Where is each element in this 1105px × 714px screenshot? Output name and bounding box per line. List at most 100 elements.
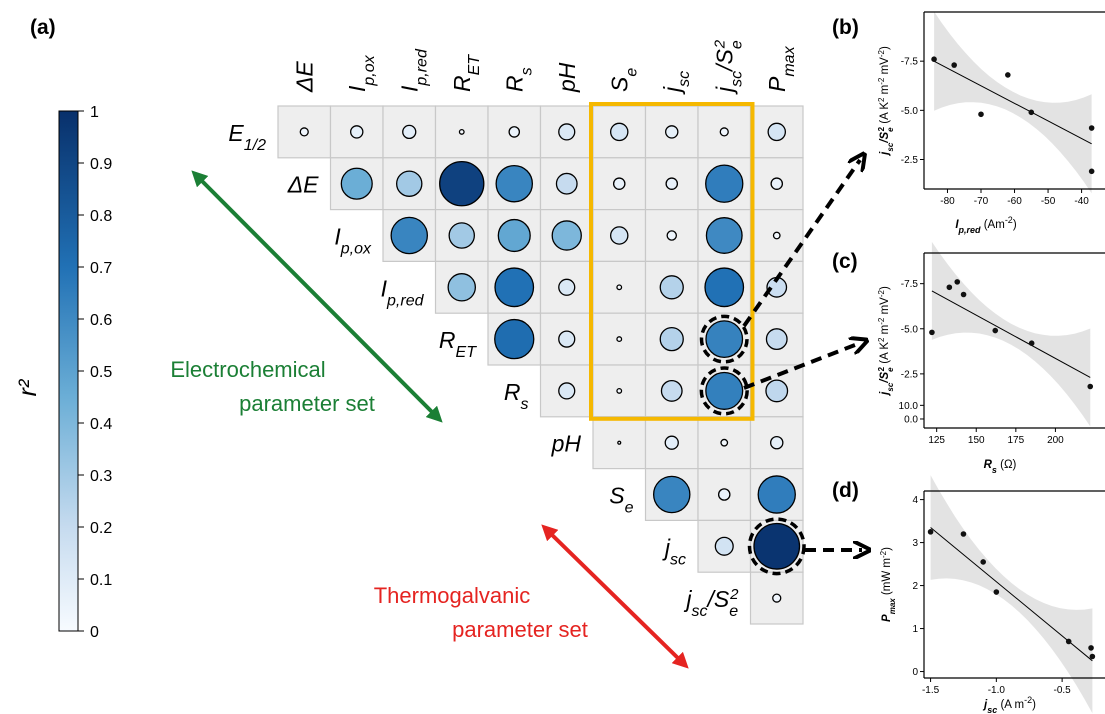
correlation-circle bbox=[660, 379, 683, 402]
column-label: Pmax bbox=[764, 45, 798, 92]
correlation-circle bbox=[705, 217, 743, 254]
correlation-circle bbox=[714, 536, 734, 556]
colorbar-tick-label: 0.2 bbox=[90, 520, 112, 537]
matrix-cell bbox=[539, 105, 594, 159]
electrochemical-set: Electrochemical parameter set bbox=[170, 170, 443, 423]
data-point bbox=[978, 111, 984, 118]
correlation-circle bbox=[659, 275, 684, 300]
colorbar-tick-label: 0.5 bbox=[90, 364, 112, 381]
x-tick-label: -80 bbox=[940, 196, 955, 207]
axis-label: jsc/Se2 (A K2 m-2 mV-2) bbox=[877, 286, 895, 397]
column-label: Ip,ox bbox=[344, 54, 378, 92]
data-point bbox=[1088, 645, 1094, 651]
x-tick-label: -1.5 bbox=[922, 685, 940, 696]
correlation-circle bbox=[720, 438, 729, 447]
thermogalvanic-arrow bbox=[541, 524, 689, 669]
data-point bbox=[1005, 72, 1011, 78]
colorbar-tick-label: 0.4 bbox=[90, 416, 112, 433]
data-point bbox=[1065, 638, 1072, 645]
correlation-circle bbox=[558, 330, 576, 348]
correlation-circle bbox=[495, 164, 534, 203]
dashed-circle bbox=[699, 314, 749, 364]
correlation-circle bbox=[609, 226, 629, 245]
column-label: jsc/Se2 bbox=[711, 39, 745, 95]
electrochemical-label-line2: parameter set bbox=[239, 391, 375, 416]
row-label: jsc bbox=[662, 534, 686, 568]
highlight-box bbox=[589, 102, 755, 421]
x-tick-label: -50 bbox=[1041, 196, 1056, 207]
correlation-circle bbox=[555, 172, 578, 195]
data-point bbox=[931, 56, 937, 62]
colorbar-tick-label: 0.7 bbox=[90, 260, 112, 277]
correlation-circle bbox=[340, 167, 373, 200]
panel-label-b: (b) bbox=[832, 16, 859, 39]
pointer-arrow-c bbox=[743, 343, 860, 390]
column-label: Ip,red bbox=[396, 48, 430, 92]
column-label: RET bbox=[449, 54, 483, 92]
correlation-circle bbox=[616, 284, 623, 291]
colorbar-tick-label: 0.8 bbox=[90, 208, 112, 225]
data-point bbox=[992, 327, 999, 334]
correlation-circle bbox=[765, 328, 788, 351]
fit-line bbox=[930, 527, 1093, 662]
correlation-circle bbox=[558, 278, 576, 296]
data-point bbox=[929, 329, 935, 336]
column-label: pH bbox=[554, 62, 580, 93]
colorbar-tick-label: 0 bbox=[90, 624, 99, 641]
correlation-circle bbox=[447, 273, 477, 302]
correlation-circle bbox=[666, 230, 678, 241]
x-tick-label: -70 bbox=[974, 196, 989, 207]
data-point bbox=[927, 529, 934, 535]
correlation-circle bbox=[704, 267, 745, 308]
scatter-panel-b: -80 -70 -60 -50 -40 -2.5 -5.0 -7.5 10.0 jsc/Se2 (… bbox=[877, 11, 1105, 412]
correlation-circle bbox=[396, 170, 423, 197]
correlation-circle bbox=[664, 435, 679, 450]
correlation-circle bbox=[350, 125, 364, 139]
x-tick-label: 150 bbox=[968, 435, 985, 446]
correlation-circle bbox=[439, 160, 485, 207]
correlation-circle bbox=[705, 371, 744, 410]
correlation-circle bbox=[558, 382, 576, 400]
y-tick-label: 1 bbox=[912, 624, 918, 635]
thermogalvanic-set: Thermogalvanic parameter set bbox=[374, 524, 689, 669]
row-label: Se bbox=[609, 483, 633, 517]
data-point bbox=[954, 279, 961, 285]
correlation-circle bbox=[719, 127, 729, 137]
correlation-circle bbox=[617, 440, 622, 445]
y-tick-label: 4 bbox=[912, 495, 918, 506]
y-tick-label: -2.5 bbox=[901, 155, 919, 166]
dashed-highlight-circles bbox=[699, 314, 806, 576]
row-label: pH bbox=[551, 431, 582, 457]
column-label: Se bbox=[606, 68, 640, 92]
correlation-circle bbox=[772, 593, 782, 603]
colorbar-tick-label: 0.6 bbox=[90, 312, 112, 329]
correlation-circle bbox=[402, 124, 417, 140]
colorbar-label: r² bbox=[14, 378, 42, 396]
correlation-circle bbox=[458, 128, 465, 135]
correlation-circle bbox=[772, 231, 781, 240]
panel-label-a: (a) bbox=[30, 16, 56, 39]
y-tick-label: -2.5 bbox=[901, 369, 919, 380]
correlation-circle bbox=[753, 522, 801, 570]
x-tick-label: -60 bbox=[1007, 196, 1022, 207]
colorbar-tick-label: 0.3 bbox=[90, 468, 112, 485]
correlation-circle bbox=[494, 318, 535, 360]
data-point bbox=[960, 531, 967, 537]
thermogalvanic-label-line1: Thermogalvanic bbox=[374, 583, 531, 608]
correlation-circle bbox=[558, 123, 576, 141]
x-tick-label: -1.0 bbox=[988, 685, 1006, 696]
correlation-circle bbox=[494, 267, 535, 308]
x-tick-label: -40 bbox=[1074, 196, 1089, 207]
colorbar-tick-label: 0.9 bbox=[90, 156, 112, 173]
x-axis-label: Ip,red (Am-2) bbox=[955, 215, 1017, 235]
panel-label-c: (c) bbox=[832, 250, 858, 273]
matrix-cell bbox=[539, 209, 594, 263]
electrochemical-arrow bbox=[191, 170, 443, 423]
correlation-circle bbox=[612, 177, 626, 190]
axis-label: Pmax (mW m-2) bbox=[879, 547, 897, 622]
y-tick-label: 3 bbox=[912, 538, 918, 549]
fit-line bbox=[931, 290, 1091, 378]
y-tick-label: 10.0 bbox=[899, 401, 919, 412]
row-label: jsc/Se2 bbox=[683, 586, 739, 620]
